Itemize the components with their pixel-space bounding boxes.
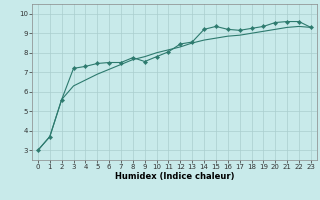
- X-axis label: Humidex (Indice chaleur): Humidex (Indice chaleur): [115, 172, 234, 181]
